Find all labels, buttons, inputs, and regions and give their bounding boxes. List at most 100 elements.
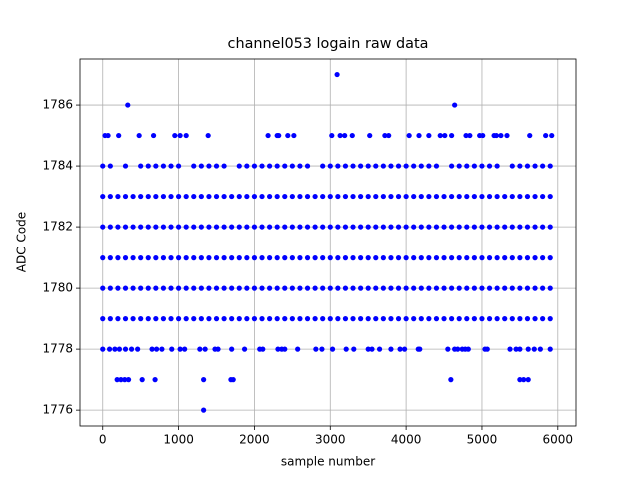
data-point <box>380 316 386 322</box>
data-point <box>449 255 455 261</box>
data-point <box>236 285 242 291</box>
data-point <box>160 316 167 322</box>
data-point <box>297 193 303 200</box>
data-point <box>388 316 394 322</box>
data-point <box>463 132 469 139</box>
data-point <box>418 224 424 230</box>
data-point <box>138 285 144 291</box>
data-point <box>304 193 311 200</box>
data-point <box>213 163 220 169</box>
data-point <box>313 346 319 352</box>
data-point <box>380 193 386 200</box>
data-point <box>395 193 402 200</box>
data-point <box>433 193 440 200</box>
data-point <box>471 193 477 200</box>
data-point <box>138 163 144 169</box>
data-point <box>198 285 204 291</box>
data-point <box>122 285 129 291</box>
data-point <box>215 346 221 352</box>
data-point <box>116 346 123 352</box>
data-point <box>547 255 553 261</box>
data-point <box>183 224 189 230</box>
data-point <box>547 346 553 352</box>
data-point <box>122 255 129 261</box>
data-point <box>183 316 189 322</box>
x-tick-label: 4000 <box>391 433 422 447</box>
data-point <box>498 132 504 139</box>
data-point <box>145 285 151 291</box>
data-point <box>334 71 340 78</box>
x-tick-label: 2000 <box>239 433 270 447</box>
x-axis-label: sample number <box>281 455 375 469</box>
data-point <box>107 316 113 322</box>
data-point <box>494 163 500 169</box>
data-point <box>135 346 141 352</box>
data-point <box>274 193 280 200</box>
data-point <box>365 193 371 200</box>
data-point <box>532 316 538 322</box>
data-point <box>484 346 490 352</box>
data-point <box>130 316 136 322</box>
data-point <box>365 255 371 261</box>
data-point <box>494 224 500 230</box>
data-point <box>221 224 227 230</box>
data-point <box>502 224 508 230</box>
data-point <box>401 346 408 352</box>
data-point <box>335 285 341 291</box>
data-point <box>206 193 212 200</box>
data-point <box>320 255 326 261</box>
data-point <box>403 255 409 261</box>
data-point <box>509 193 515 200</box>
data-point <box>335 316 341 322</box>
y-axis-label: ADC Code <box>15 212 29 272</box>
data-point <box>395 163 402 169</box>
chart-title: channel053 logain raw data <box>228 36 429 52</box>
data-point <box>282 193 288 200</box>
data-point <box>418 316 424 322</box>
data-point <box>168 163 174 169</box>
data-point <box>524 285 531 291</box>
data-point <box>229 224 235 230</box>
data-point <box>524 255 531 261</box>
data-point <box>213 193 220 200</box>
data-point <box>295 346 301 352</box>
data-point <box>152 377 158 383</box>
data-point <box>547 163 553 169</box>
data-point <box>456 316 462 322</box>
data-point <box>100 346 106 352</box>
data-point <box>395 316 402 322</box>
data-point <box>373 163 379 169</box>
data-point <box>168 255 174 261</box>
data-point <box>376 346 383 352</box>
data-point <box>168 316 174 322</box>
data-point <box>145 224 151 230</box>
data-point <box>229 316 235 322</box>
data-point <box>206 316 212 322</box>
data-point <box>406 132 412 139</box>
data-point <box>426 316 432 322</box>
data-point <box>465 346 471 352</box>
data-point <box>327 285 333 291</box>
data-point <box>540 316 546 322</box>
data-point <box>386 132 392 139</box>
data-point <box>537 346 543 352</box>
x-tick-label: 6000 <box>543 433 574 447</box>
data-point <box>198 316 204 322</box>
data-point <box>480 132 486 139</box>
data-point <box>282 316 288 322</box>
data-point <box>122 377 128 383</box>
data-point <box>504 132 510 139</box>
data-point <box>241 346 248 352</box>
data-point <box>335 224 341 230</box>
data-point <box>397 346 403 352</box>
data-point <box>312 193 318 200</box>
data-point <box>236 193 242 200</box>
data-point <box>547 193 553 200</box>
data-point <box>517 163 523 169</box>
data-point <box>532 163 538 169</box>
data-point <box>509 316 515 322</box>
data-point <box>229 285 235 291</box>
data-point <box>525 377 531 383</box>
y-tick-label: 1782 <box>42 220 73 234</box>
data-point <box>175 193 182 200</box>
